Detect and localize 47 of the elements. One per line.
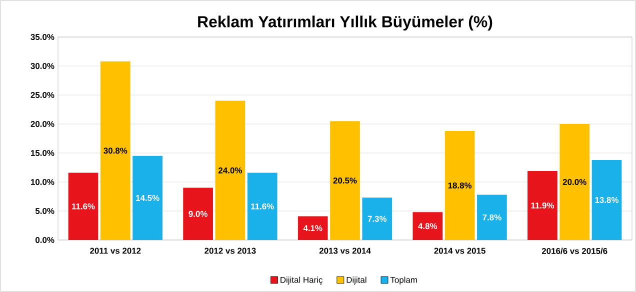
data-label: 20.5% [333,178,357,184]
x-tick-label: 2012 vs 2013 [204,248,256,254]
bar [560,124,590,240]
bar [132,156,162,240]
data-label: 9.0% [188,210,208,217]
data-label: 24.0% [218,167,242,174]
bar [412,212,443,240]
y-tick-label: 30.0% [30,63,54,70]
bar [362,198,392,240]
data-label: 30.8% [104,148,128,154]
chart-title: Reklam Yatırımları Yıllık Büyümeler (%) [198,16,492,31]
data-label: 11.6% [251,203,274,210]
y-tick-label: 15.0% [31,150,54,156]
legend-label: Toplam [390,276,417,285]
data-label: 18.8% [448,182,472,188]
bar [68,172,98,240]
x-tick-label: 2016/6 vs 2015/6 [542,248,608,254]
bar [183,188,213,240]
bar [247,172,278,240]
x-tick-label: 2011 vs 2012 [90,248,141,254]
data-label: 13.8% [595,196,619,203]
bar [477,194,507,240]
data-label: 14.5% [136,194,160,201]
data-label: 4.1% [303,225,322,232]
y-tick-label: 10.0% [31,179,54,185]
data-label: 11.6% [72,203,95,210]
data-label: 7.3% [368,216,387,222]
bar [100,61,130,240]
y-tick-label: 20.0% [30,121,54,127]
x-tick-label: 2013 vs 2014 [319,248,371,254]
data-label: 7.8% [482,214,502,220]
bar [215,100,246,240]
x-tick-label: 2014 vs 2015 [434,248,486,254]
y-tick-label: 25.0% [30,92,54,98]
legend-label: Dijital [346,276,366,285]
legend-label: Dijital Hariç [280,276,322,285]
data-label: 4.8% [418,223,438,230]
y-tick-label: 5.0% [35,208,54,214]
y-tick-label: 0.0% [36,237,54,243]
bar [298,216,328,240]
y-tick-label: 35.0% [30,34,54,40]
bar [528,170,558,240]
bar [444,130,475,240]
data-label: 11.9% [531,202,554,208]
data-label: 20.0% [562,179,586,185]
bar [330,121,360,240]
bar [592,160,622,240]
